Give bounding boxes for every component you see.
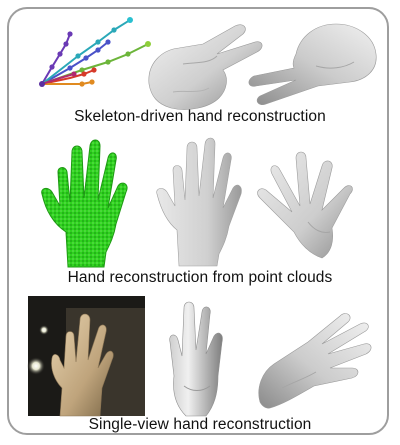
panel-2-caption: Hand reconstruction from point clouds (67, 269, 333, 286)
reconstructed-hand-top (258, 313, 372, 409)
reconstructed-hand-side (169, 301, 223, 417)
panel-3-caption: Single-view hand reconstruction (88, 416, 312, 433)
skeleton-graph (39, 17, 151, 87)
reconstructed-hand-back (156, 137, 242, 267)
reconstructed-hand-palm (257, 151, 353, 259)
hand-peace-sign-rotated (248, 23, 377, 105)
photo-input (27, 296, 145, 417)
panel-1-caption: Skeleton-driven hand reconstruction (74, 108, 326, 125)
hand-peace-sign (148, 24, 263, 110)
point-cloud-hand (41, 139, 128, 268)
